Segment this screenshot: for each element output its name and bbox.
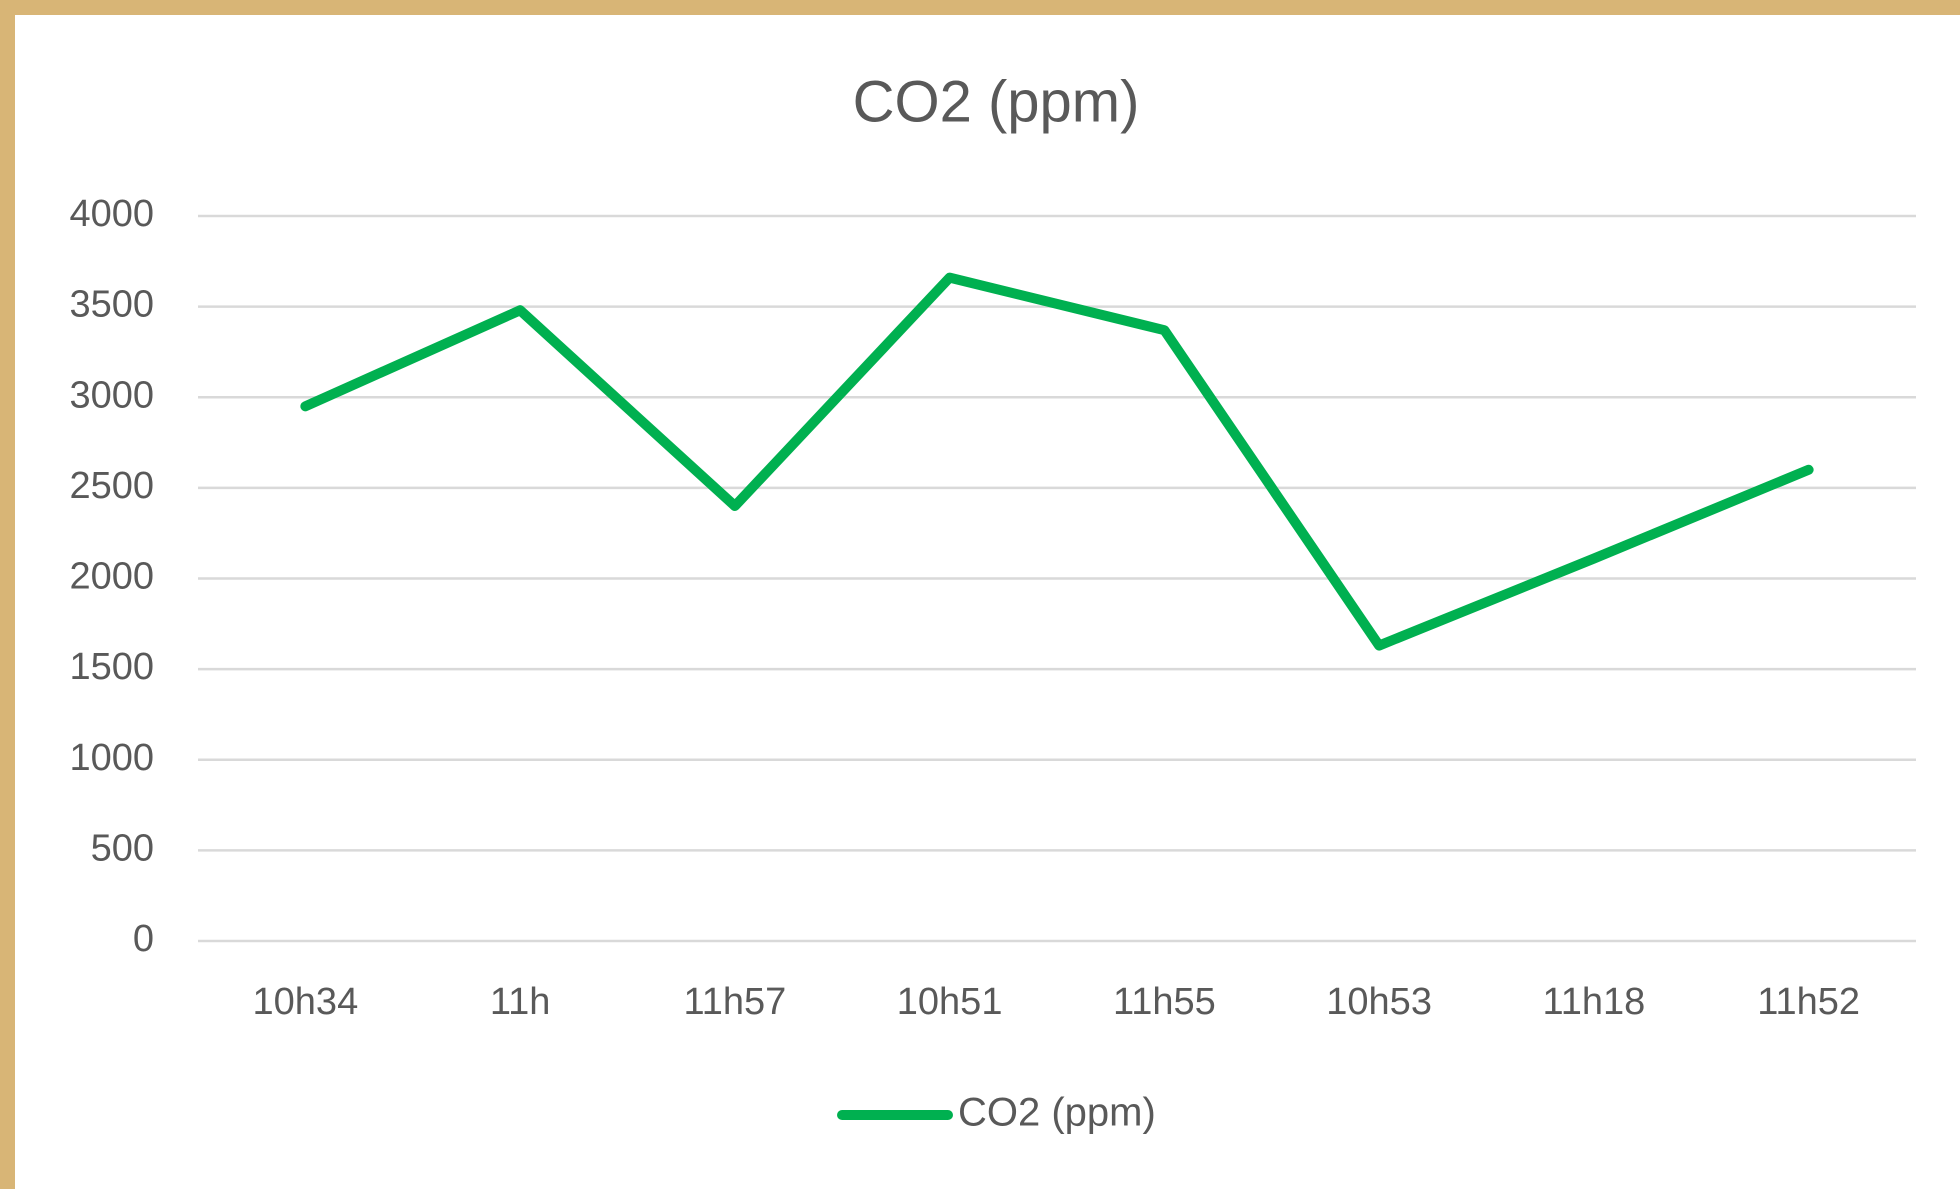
y-tick-label: 3500: [69, 284, 154, 326]
y-tick-label: 1000: [69, 737, 154, 779]
y-tick-label: 0: [133, 918, 154, 960]
x-tick-label: 11h52: [1757, 981, 1860, 1023]
chart-area: [15, 15, 1960, 1189]
y-tick-label: 1500: [69, 646, 154, 688]
x-tick-label: 11h57: [683, 981, 786, 1023]
chart-title: CO2 (ppm): [853, 69, 1140, 134]
x-tick-label: 10h53: [1326, 981, 1432, 1023]
legend-label: CO2 (ppm): [958, 1091, 1156, 1135]
y-tick-label: 2000: [69, 556, 154, 598]
y-tick-label: 4000: [69, 193, 154, 235]
x-tick-label: 10h51: [897, 981, 1003, 1023]
x-tick-label: 11h55: [1113, 981, 1216, 1023]
x-tick-label: 11h18: [1542, 981, 1645, 1023]
x-tick-label: 11h: [490, 981, 551, 1023]
y-tick-label: 3000: [69, 374, 154, 416]
line-series: [300, 272, 1814, 651]
x-tick-label: 10h34: [253, 981, 359, 1023]
y-tick-label: 2500: [69, 465, 154, 507]
y-tick-label: 500: [91, 827, 154, 869]
